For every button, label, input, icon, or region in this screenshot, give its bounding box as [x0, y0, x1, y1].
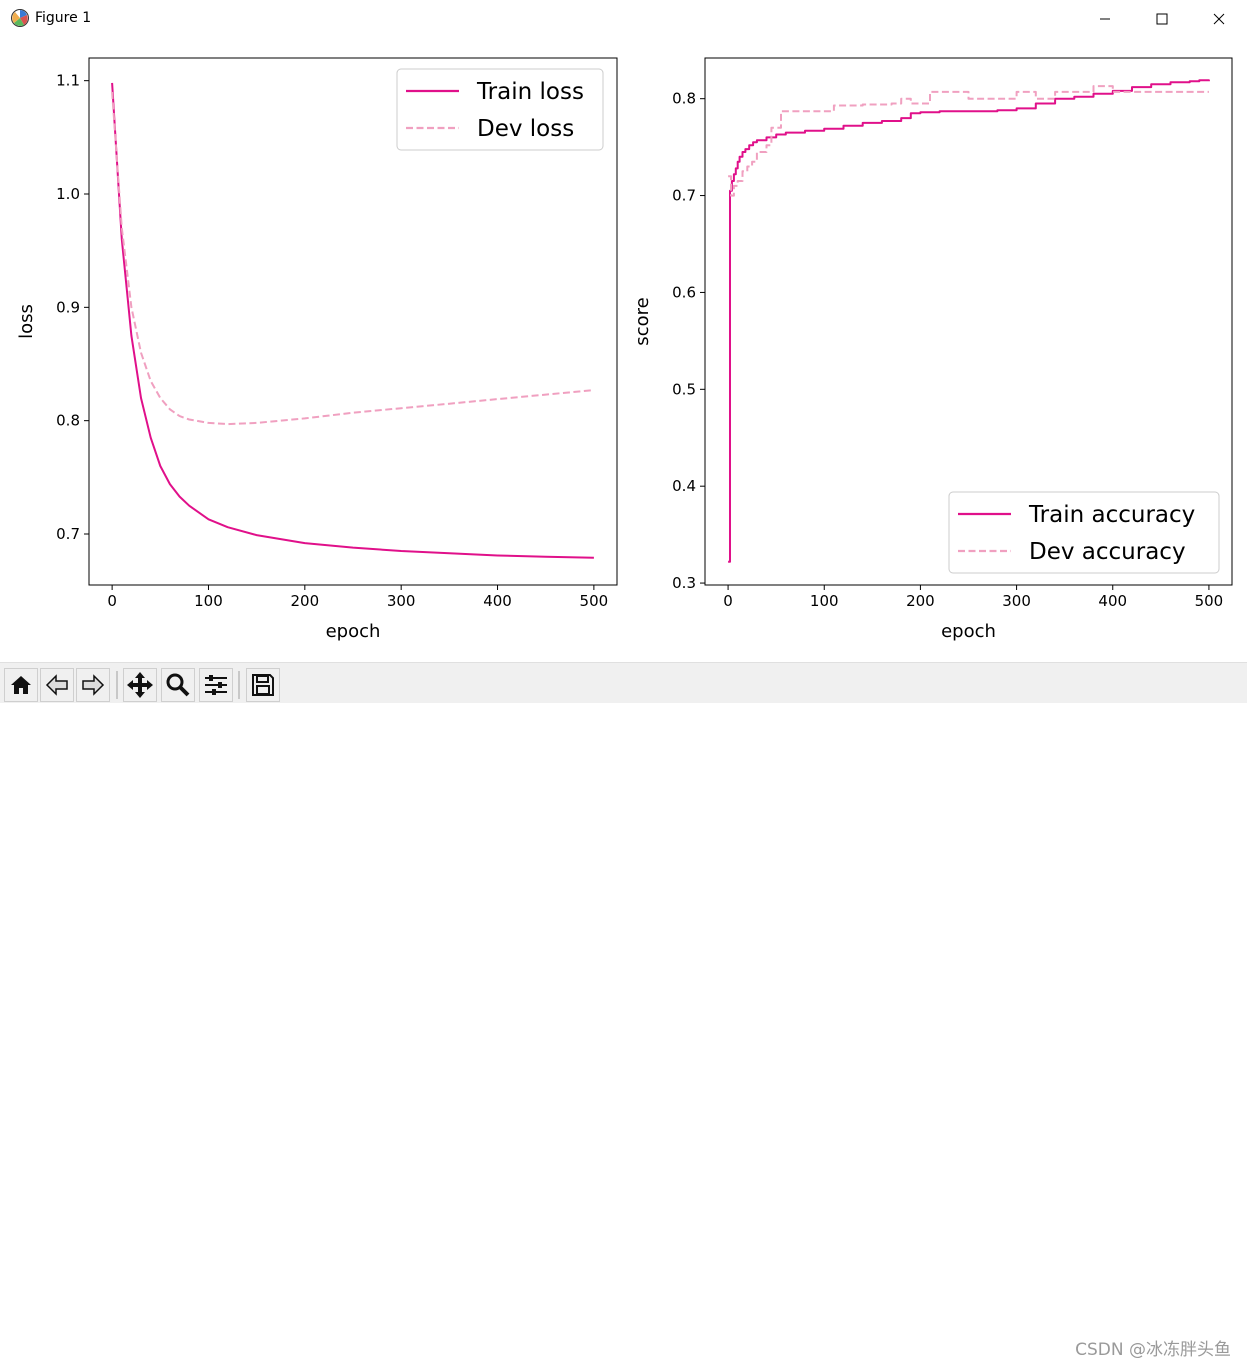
- toolbar-separator: [238, 671, 240, 699]
- close-icon: [1213, 13, 1225, 25]
- back-icon: [45, 674, 68, 696]
- x-axis-label: epoch: [326, 621, 381, 642]
- axes-frame: [704, 57, 1233, 586]
- y-tick-label: 1.1: [56, 72, 80, 90]
- y-tick-label: 0.5: [672, 380, 696, 398]
- save-icon: [252, 674, 274, 696]
- x-tick-label: 0: [107, 592, 117, 610]
- x-tick-label: 500: [580, 592, 609, 610]
- y-tick-label: 0.7: [56, 525, 80, 543]
- y-tick-label: 0.9: [56, 298, 80, 316]
- x-tick-label: 200: [906, 592, 935, 610]
- window-title: Figure 1: [35, 10, 92, 26]
- x-tick-label: 500: [1195, 592, 1224, 610]
- pan-button[interactable]: [123, 668, 157, 702]
- charts: 0 100 200 300 400 500 0.7 0.8 0.9 1.0 1.1 epoch loss…: [16, 57, 1233, 642]
- pan-icon: [127, 672, 153, 698]
- zoom-icon: [166, 673, 190, 697]
- maximize-button[interactable]: [1133, 0, 1191, 38]
- toolbar-separator: [116, 671, 118, 699]
- x-tick-label: 100: [194, 592, 223, 610]
- close-button[interactable]: [1190, 0, 1247, 38]
- x-axis-label: epoch: [941, 621, 996, 642]
- y-tick-label: 0.6: [672, 283, 696, 301]
- home-icon: [11, 676, 31, 694]
- chart-panel-2: 0 100 200 300 400 500 0.3 0.4 0.5 0.6 0.7 0.8 epoch s…: [632, 57, 1233, 642]
- legend-box: [396, 68, 604, 151]
- zoom-button[interactable]: [161, 668, 195, 702]
- figure-canvas: 0 100 200 300 400 500 0.7 0.8 0.9 1.0 1.1 epoch loss…: [0, 40, 1247, 662]
- y-tick-label: 0.4: [672, 477, 696, 495]
- legend: Train loss Dev loss: [396, 68, 604, 151]
- axes-frame: [88, 57, 618, 586]
- title-bar: Figure 1: [0, 0, 1247, 40]
- legend-box: [948, 491, 1220, 574]
- x-tick-label: 300: [1002, 592, 1031, 610]
- y-tick-label: 0.8: [672, 90, 696, 108]
- legend-label: Dev accuracy: [1029, 539, 1186, 565]
- series-line-dev-accuracy: [728, 85, 1209, 197]
- x-tick-label: 100: [810, 592, 839, 610]
- x-tick-label: 0: [723, 592, 733, 610]
- series-line-dev-loss: [111, 91, 594, 426]
- series-line-train-loss: [111, 82, 594, 559]
- configure-subplots-icon: [205, 675, 227, 695]
- maximize-icon: [1156, 13, 1168, 25]
- back-button[interactable]: [40, 668, 74, 702]
- series-line-train-accuracy: [728, 79, 1210, 563]
- y-tick-label: 0.8: [56, 412, 80, 430]
- forward-button[interactable]: [76, 668, 110, 702]
- watermark: CSDN @冰冻胖头鱼: [1075, 1340, 1231, 1360]
- app-icon: [11, 9, 29, 27]
- x-tick-label: 400: [1098, 592, 1127, 610]
- home-button[interactable]: [4, 668, 38, 702]
- legend-label: Dev loss: [477, 116, 574, 142]
- navigation-toolbar: CSDN @冰冻胖头鱼: [0, 662, 1247, 1360]
- minimize-icon: [1100, 18, 1110, 20]
- legend-label: Train loss: [476, 79, 584, 105]
- x-tick-label: 300: [387, 592, 416, 610]
- y-tick-label: 1.0: [56, 185, 80, 203]
- y-tick-label: 0.7: [672, 187, 696, 205]
- x-tick-label: 400: [483, 592, 512, 610]
- configure-subplots-button[interactable]: [199, 668, 233, 702]
- minimize-button[interactable]: [1076, 0, 1134, 38]
- save-button[interactable]: [246, 668, 280, 702]
- y-axis-label: score: [632, 297, 653, 345]
- x-tick-label: 200: [291, 592, 320, 610]
- forward-icon: [82, 674, 105, 696]
- chart-panel-1: 0 100 200 300 400 500 0.7 0.8 0.9 1.0 1.1 epoch loss…: [16, 57, 618, 642]
- legend: Train accuracy Dev accuracy: [948, 491, 1220, 574]
- y-axis-label: loss: [16, 304, 37, 339]
- legend-label: Train accuracy: [1028, 502, 1195, 528]
- y-tick-label: 0.3: [672, 574, 696, 592]
